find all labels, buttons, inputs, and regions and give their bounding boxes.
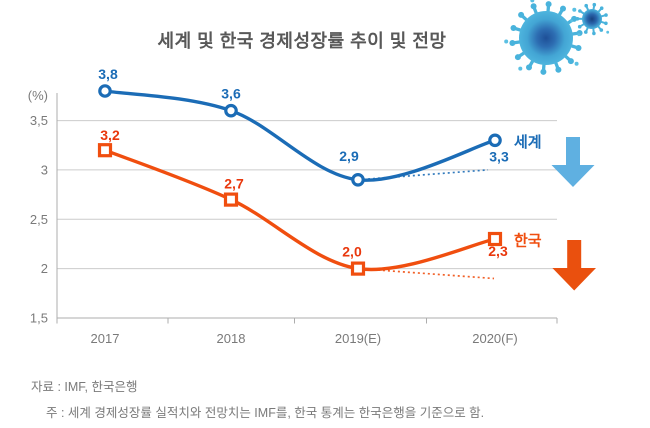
virus-spike-tip	[530, 3, 537, 10]
world-point-value-label: 3,6	[221, 86, 241, 102]
virus-body	[582, 9, 602, 29]
virus-spike-tip	[578, 9, 582, 13]
korea-legend-label: 한국	[514, 233, 542, 250]
coronavirus-icon-small	[570, 2, 610, 37]
virus-particle-dot	[504, 39, 509, 44]
virus-spike-tip	[575, 17, 580, 21]
source-note: 자료 : IMF, 한국은행	[31, 380, 138, 394]
korea-data-point-marker	[487, 231, 503, 247]
y-axis-tick-label: 1,5	[30, 311, 48, 326]
world-data-point-marker	[351, 173, 365, 187]
korea-data-point-marker	[223, 192, 239, 207]
y-axis-tick-label: 2,5	[30, 212, 48, 227]
world-point-value-label: 3,3	[489, 148, 509, 164]
korea-line	[103, 148, 497, 272]
axis-layer	[56, 93, 558, 324]
virus-particle-dot	[577, 33, 581, 37]
y-axis-tick-label: 3	[41, 162, 48, 177]
virus-spike-tip	[577, 24, 582, 29]
world-point-value-label: 2,9	[339, 148, 359, 164]
world-point-value-label: 3,8	[98, 66, 118, 82]
series-layer	[97, 84, 596, 291]
world-legend-label: 세계	[514, 134, 542, 151]
grid-layer	[57, 120, 557, 270]
virus-spike-tip	[540, 68, 547, 75]
x-axis-tick-label: 2018	[217, 331, 246, 346]
label-layer: 3,5 3 2,5 2 1,5 (%) 2017 2018 2019(E) 2020(F) 3,8 3…	[28, 66, 542, 346]
y-axis-unit-label: (%)	[28, 88, 48, 103]
virus-spike-tip	[518, 11, 525, 18]
world-line	[103, 89, 497, 182]
korea-point-value-label: 2,7	[224, 176, 244, 192]
y-axis-tick-label: 2	[41, 261, 48, 276]
korea-point-value-label: 2,3	[488, 243, 508, 259]
virus-particle-dot	[606, 30, 610, 34]
virus-spike-tip	[514, 54, 521, 61]
virus-spike-tip	[545, 1, 552, 8]
virus-spike-tip	[510, 25, 517, 31]
virus-spike-tip	[560, 5, 566, 12]
y-axis-tick-label: 3,5	[30, 113, 48, 128]
footnote: 주 : 세계 경제성장률 실적치와 전망치는 IMF를, 한국 통계는 한국은행…	[46, 406, 485, 420]
virus-spike-tip	[575, 45, 582, 51]
virus-spike-tip	[592, 31, 596, 36]
virus-particle-dot	[572, 7, 577, 12]
x-axis-tick-label: 2020(F)	[472, 331, 518, 346]
world-trend-arrow-down-icon	[551, 137, 595, 187]
virus-spike-tip	[584, 3, 588, 8]
world-data-point-marker	[98, 84, 112, 98]
virus-spike-tip	[567, 58, 574, 65]
virus-spike-tip	[599, 6, 604, 10]
world-data-point-marker	[224, 103, 238, 118]
virus-spike-tip	[526, 64, 532, 71]
virus-spike-tip	[592, 2, 597, 7]
virus-spike-tip	[555, 66, 562, 73]
korea-point-value-label: 3,2	[100, 127, 120, 143]
korea-data-point-marker	[350, 261, 366, 276]
decor-layer	[504, 0, 610, 75]
virus-spike-tip	[604, 21, 608, 26]
virus-spike-tip	[604, 13, 608, 17]
virus-particle-dot	[574, 61, 579, 66]
virus-spike-tip	[584, 30, 588, 34]
korea-point-value-label: 2,0	[342, 244, 362, 260]
x-axis-tick-label: 2017	[91, 331, 120, 346]
virus-body	[519, 11, 573, 65]
korea-data-point-marker	[97, 143, 113, 158]
virus-particle-dot	[530, 0, 535, 3]
virus-particle-dot	[518, 66, 523, 71]
virus-spike-tip	[599, 28, 604, 32]
x-axis-tick-label: 2019(E)	[335, 331, 381, 346]
virus-spike-tip	[509, 40, 516, 46]
korea-trend-arrow-down-icon	[552, 240, 596, 291]
world-data-point-marker	[488, 133, 502, 148]
chart-title: 세계 및 한국 경제성장률 추이 및 전망	[157, 31, 447, 51]
virus-particle-dot	[570, 19, 573, 23]
